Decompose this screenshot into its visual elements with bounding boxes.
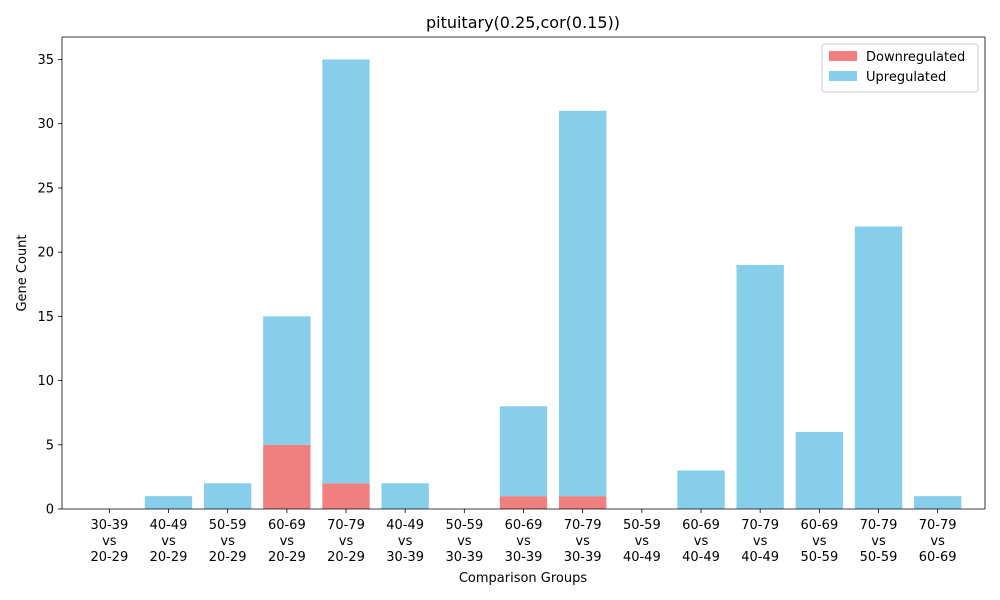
x-tick-label-line: 40-49 — [741, 550, 779, 565]
chart-title: pituitary(0.25,cor(0.15)) — [426, 13, 620, 32]
x-tick-label-line: 40-49 — [386, 518, 424, 533]
x-axis-label: Comparison Groups — [459, 571, 588, 586]
x-tick-label-line: vs — [812, 534, 827, 549]
x-tick-label-line: vs — [398, 534, 413, 549]
x-tick-label-line: 40-49 — [623, 550, 661, 565]
bar-upregulated-2 — [204, 483, 252, 509]
x-tick-label: 50-59 vs 20-29 — [209, 518, 247, 565]
x-tick-label: 70-79 vs 60-69 — [919, 518, 957, 565]
x-tick-label-line: 50-59 — [860, 550, 898, 565]
x-tick-label-line: vs — [694, 534, 709, 549]
x-tick-label-line: 70-79 — [564, 518, 602, 533]
legend-swatch-upregulated — [829, 71, 857, 81]
bar-upregulated-5 — [381, 483, 429, 509]
x-tick-label: 60-69 vs 40-49 — [682, 518, 720, 565]
bar-upregulated-14 — [914, 496, 962, 509]
x-tick-label-line: 50-59 — [800, 550, 838, 565]
x-tick-label-line: 20-29 — [150, 550, 188, 565]
legend-label-downregulated: Downregulated — [866, 50, 965, 65]
x-tick-label-line: vs — [102, 534, 117, 549]
x-tick-label: 50-59 vs 30-39 — [445, 518, 483, 565]
x-tick-label: 70-79 vs 40-49 — [741, 518, 779, 565]
bar-upregulated-13 — [854, 226, 903, 509]
legend-swatch-downregulated — [829, 51, 857, 61]
y-tick-label: 25 — [37, 181, 54, 196]
bar-upregulated-12 — [795, 431, 843, 509]
legend-box — [821, 43, 979, 93]
x-tick-label-line: 30-39 — [90, 518, 128, 533]
x-tick-label-line: vs — [635, 534, 650, 549]
x-tick-label-line: 30-39 — [445, 550, 483, 565]
x-tick-label-line: 40-49 — [150, 518, 188, 533]
x-tick-label: 60-69 vs 50-59 — [800, 518, 838, 565]
x-tick-label-line: vs — [516, 534, 531, 549]
x-tick-label-line: 30-39 — [564, 550, 602, 565]
x-tick-label-line: vs — [457, 534, 472, 549]
y-tick-label: 35 — [37, 53, 54, 68]
x-tick-label-line: vs — [339, 534, 354, 549]
bar-downregulated-4 — [322, 483, 370, 509]
x-tick-label-line: vs — [280, 534, 295, 549]
x-tick-label-line: 20-29 — [268, 550, 306, 565]
x-tick-label-line: vs — [161, 534, 176, 549]
x-tick-label: 30-39 vs 20-29 — [90, 518, 128, 565]
x-tick-label: 40-49 vs 20-29 — [150, 518, 188, 565]
x-tick-label-line: 30-39 — [505, 550, 543, 565]
bar-upregulated-7 — [499, 406, 548, 497]
y-tick-label: 0 — [46, 503, 54, 518]
x-tick-label-line: 70-79 — [919, 518, 957, 533]
x-tick-label: 60-69 vs 20-29 — [268, 518, 306, 565]
x-tick-label: 70-79 vs 30-39 — [564, 518, 602, 565]
x-tick-label-line: 60-69 — [800, 518, 838, 533]
legend-label-upregulated: Upregulated — [866, 70, 946, 85]
x-tick-label-line: 60-69 — [268, 518, 306, 533]
x-tick-label-line: vs — [871, 534, 886, 549]
bar-downregulated-8 — [559, 496, 607, 509]
x-tick-label-line: 50-59 — [623, 518, 661, 533]
bar-upregulated-4 — [322, 59, 370, 484]
x-tick-label-line: 20-29 — [209, 550, 247, 565]
bar-upregulated-11 — [736, 264, 784, 509]
x-tick-label: 40-49 vs 30-39 — [386, 518, 424, 565]
legend: Downregulated Upregulated — [821, 43, 979, 93]
x-tick-label-line: vs — [753, 534, 768, 549]
x-tick-label-line: 70-79 — [860, 518, 898, 533]
y-tick-label: 5 — [46, 438, 54, 453]
x-tick-label-line: 60-69 — [505, 518, 543, 533]
y-tick-label: 20 — [37, 246, 54, 261]
bar-upregulated-8 — [559, 110, 607, 497]
x-tick-label-line: 20-29 — [327, 550, 365, 565]
x-tick-label-line: 50-59 — [209, 518, 247, 533]
y-tick-label: 30 — [37, 117, 54, 132]
x-tick-label-line: 60-69 — [919, 550, 957, 565]
y-tick-label: 10 — [37, 374, 54, 389]
x-tick-label-line: 50-59 — [445, 518, 483, 533]
bar-upregulated-3 — [263, 316, 311, 445]
x-tick-label-line: 40-49 — [682, 550, 720, 565]
x-tick-label: 60-69 vs 30-39 — [505, 518, 543, 565]
bar-downregulated-3 — [263, 444, 311, 509]
bar-upregulated-1 — [144, 496, 193, 509]
x-tick-label-line: 30-39 — [386, 550, 424, 565]
x-tick-label-line: 60-69 — [682, 518, 720, 533]
y-axis-label: Gene Count — [15, 234, 30, 311]
x-tick-label: 50-59 vs 40-49 — [623, 518, 661, 565]
bar-downregulated-7 — [499, 496, 548, 509]
x-tick-label: 70-79 vs 20-29 — [327, 518, 365, 565]
y-tick-label: 15 — [37, 310, 54, 325]
x-tick-label: 70-79 vs 50-59 — [860, 518, 898, 565]
bar-upregulated-10 — [677, 470, 725, 509]
x-tick-label-line: 20-29 — [90, 550, 128, 565]
x-tick-label-line: 70-79 — [327, 518, 365, 533]
x-tick-label-line: vs — [220, 534, 235, 549]
x-tick-label-line: vs — [575, 534, 590, 549]
x-tick-label-line: vs — [930, 534, 945, 549]
x-tick-label-line: 70-79 — [741, 518, 779, 533]
